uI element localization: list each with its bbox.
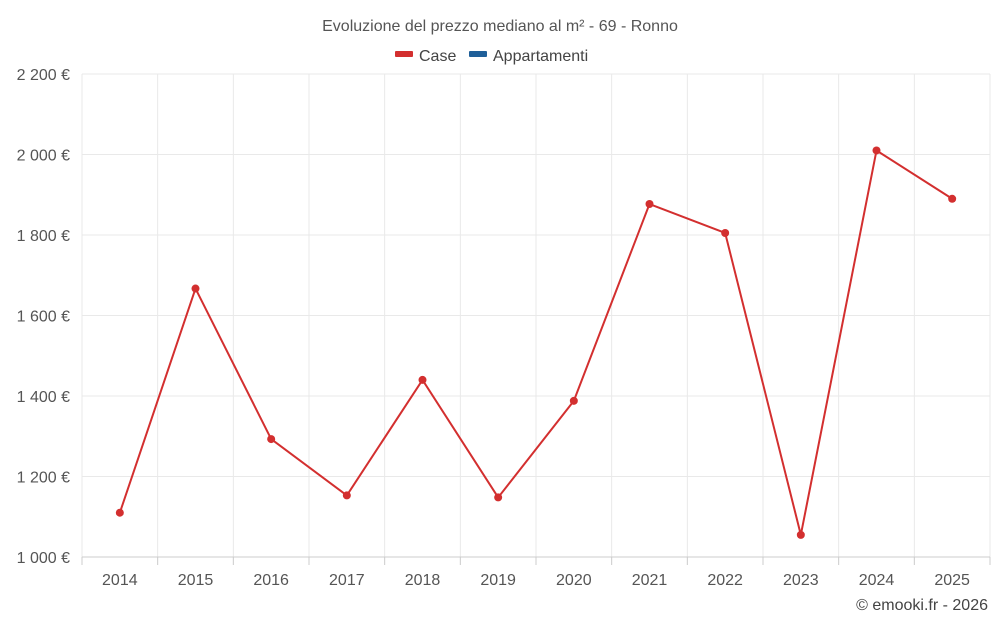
- data-point-case[interactable]: [569, 396, 578, 405]
- data-point-case[interactable]: [494, 493, 503, 502]
- y-tick-label: 1 600 €: [17, 309, 70, 326]
- data-point-case[interactable]: [342, 491, 351, 500]
- x-tick-label: 2023: [783, 572, 819, 589]
- x-tick-label: 2021: [632, 572, 668, 589]
- y-tick-label: 1 000 €: [17, 550, 70, 567]
- y-tick-label: 1 800 €: [17, 228, 70, 245]
- x-tick-label: 2020: [556, 572, 592, 589]
- legend: Case Appartamenti: [395, 48, 588, 65]
- y-tick-label: 1 400 €: [17, 389, 70, 406]
- x-tick-label: 2014: [102, 572, 138, 589]
- data-point-case[interactable]: [115, 508, 124, 517]
- data-point-case[interactable]: [796, 530, 805, 539]
- series-line-case: [118, 149, 953, 536]
- x-tick-label: 2018: [405, 572, 441, 589]
- data-point-case[interactable]: [645, 200, 654, 209]
- x-tick-label: 2024: [859, 572, 895, 589]
- x-tick-label: 2022: [707, 572, 743, 589]
- data-point-case[interactable]: [721, 228, 730, 237]
- x-axis-labels: 2014 2015 2016 2017 2018 2019 2020 2021 2022 2023…: [102, 572, 970, 589]
- grid: [81, 73, 991, 565]
- legend-swatch-case: [395, 51, 413, 57]
- y-axis-labels: 1 000 € 1 200 € 1 400 € 1 600 € 1 800 € 2 000…: [17, 67, 70, 567]
- legend-label-appartamenti[interactable]: Appartamenti: [493, 48, 588, 65]
- series-case: [115, 146, 957, 539]
- x-tick-label: 2025: [934, 572, 970, 589]
- data-point-case[interactable]: [418, 375, 427, 384]
- legend-label-case[interactable]: Case: [419, 48, 456, 65]
- y-tick-label: 2 200 €: [17, 67, 70, 84]
- chart-title: Evoluzione del prezzo mediano al m² - 69…: [322, 18, 678, 35]
- data-point-case[interactable]: [267, 435, 276, 444]
- data-point-case[interactable]: [872, 146, 881, 155]
- y-tick-label: 2 000 €: [17, 148, 70, 165]
- x-tick-label: 2019: [480, 572, 516, 589]
- x-tick-label: 2017: [329, 572, 365, 589]
- legend-swatch-appartamenti: [469, 51, 487, 57]
- y-tick-label: 1 200 €: [17, 470, 70, 487]
- data-point-case[interactable]: [191, 284, 200, 293]
- x-tick-label: 2016: [253, 572, 289, 589]
- data-point-case[interactable]: [948, 194, 957, 203]
- credit-text: © emooki.fr - 2026: [856, 597, 988, 614]
- x-tick-label: 2015: [178, 572, 214, 589]
